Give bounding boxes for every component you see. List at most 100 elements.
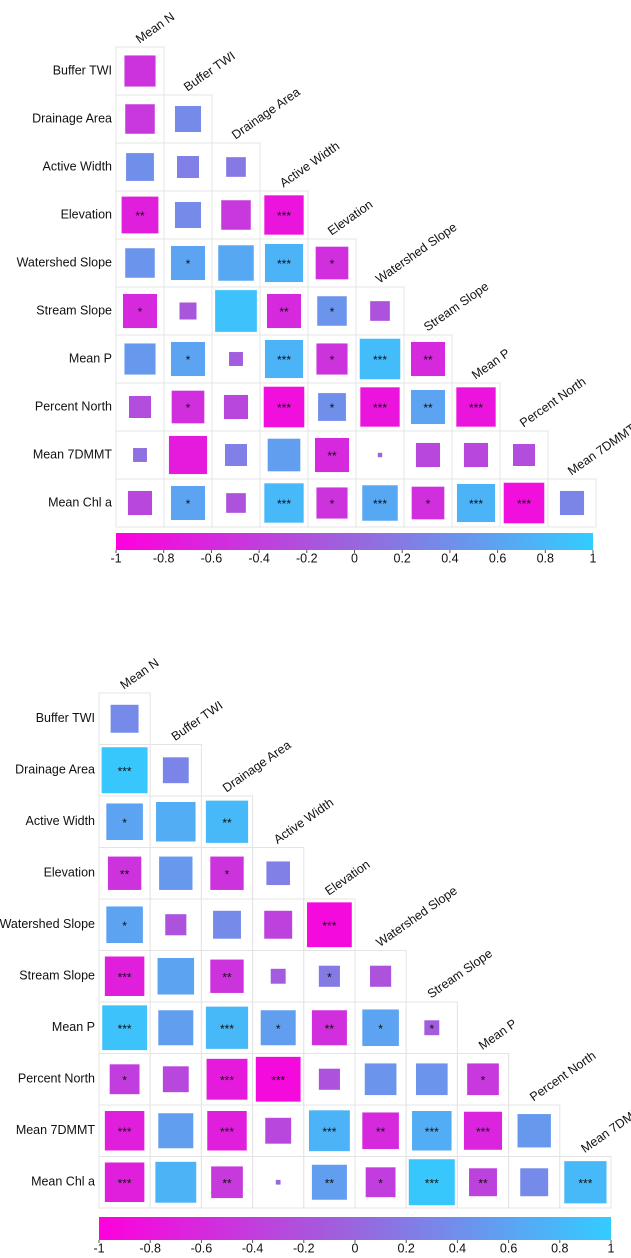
colorbar-tick-label: 0.8 bbox=[551, 1241, 568, 1255]
corr-square bbox=[314, 437, 350, 473]
colorbar-tick-label: -0.4 bbox=[248, 551, 270, 565]
corr-square bbox=[122, 293, 158, 329]
corr-square bbox=[129, 396, 151, 418]
column-label: Mean 7DMMT bbox=[565, 421, 631, 478]
corr-square bbox=[265, 1117, 292, 1144]
significance-stars: *** bbox=[322, 1125, 336, 1139]
corr-square bbox=[503, 482, 545, 524]
column-label: Elevation bbox=[322, 857, 372, 898]
corr-square bbox=[104, 1162, 145, 1202]
row-label: Stream Slope bbox=[19, 969, 95, 983]
colorbar-tick-label: 1 bbox=[590, 551, 597, 565]
corr-square bbox=[260, 1010, 296, 1046]
colorbar-tick-label: 1 bbox=[608, 1241, 615, 1255]
column-label: Buffer TWI bbox=[169, 698, 226, 743]
corr-square bbox=[264, 339, 304, 379]
significance-stars: ** bbox=[327, 449, 337, 463]
significance-stars: *** bbox=[425, 1176, 439, 1190]
corr-square bbox=[110, 704, 139, 733]
corr-square bbox=[226, 157, 246, 177]
column-label: Percent North bbox=[527, 1048, 598, 1104]
significance-stars: * bbox=[426, 497, 431, 511]
corr-square bbox=[520, 1168, 549, 1197]
cell-frame bbox=[200, 1156, 254, 1209]
significance-stars: ** bbox=[325, 1022, 335, 1036]
significance-stars: *** bbox=[220, 1022, 234, 1036]
corr-square bbox=[315, 246, 349, 280]
corr-square bbox=[264, 195, 304, 235]
corr-square bbox=[170, 485, 206, 521]
corr-square bbox=[170, 245, 206, 281]
significance-stars: ** bbox=[478, 1176, 488, 1190]
column-label: Mean P bbox=[469, 346, 512, 382]
significance-stars: * bbox=[138, 305, 143, 319]
row-label: Percent North bbox=[35, 399, 112, 413]
corr-square bbox=[377, 452, 383, 458]
colorbar-tick-label: 0.4 bbox=[449, 1241, 466, 1255]
corr-square bbox=[171, 390, 205, 424]
column-label: Watershed Slope bbox=[374, 883, 460, 949]
column-label: Percent North bbox=[517, 374, 588, 430]
corr-square bbox=[362, 485, 398, 521]
corr-square bbox=[221, 200, 251, 230]
column-label: Active Width bbox=[277, 139, 342, 190]
corr-square bbox=[365, 1167, 396, 1198]
column-label: Drainage Area bbox=[229, 85, 303, 142]
significance-stars: ** bbox=[222, 816, 232, 830]
row-label: Drainage Area bbox=[32, 111, 112, 125]
significance-stars: ** bbox=[120, 867, 130, 881]
corr-square bbox=[316, 343, 348, 375]
corr-square bbox=[317, 296, 347, 326]
corr-square bbox=[211, 1166, 243, 1199]
column-label: Drainage Area bbox=[220, 738, 294, 795]
significance-stars: *** bbox=[271, 1073, 285, 1087]
corr-square bbox=[275, 1179, 281, 1185]
corr-square bbox=[364, 1063, 397, 1096]
colorbar-tick-label: 0 bbox=[352, 1241, 359, 1255]
corr-square bbox=[311, 1010, 347, 1046]
corr-square bbox=[158, 1113, 194, 1149]
row-label: Watershed Slope bbox=[17, 255, 112, 269]
significance-stars: * bbox=[330, 257, 335, 271]
corr-square bbox=[101, 747, 148, 794]
column-label: Buffer TWI bbox=[181, 49, 238, 94]
significance-stars: * bbox=[330, 401, 335, 415]
colorbar-tick-label: 0 bbox=[351, 551, 358, 565]
significance-stars: ** bbox=[423, 353, 433, 367]
colorbar bbox=[99, 1217, 611, 1240]
colorbar-tick-label: 0.2 bbox=[398, 1241, 415, 1255]
corr-square bbox=[266, 293, 302, 329]
corr-square bbox=[210, 959, 244, 993]
corr-square bbox=[125, 104, 155, 134]
column-label: Mean P bbox=[476, 1016, 519, 1052]
corr-square bbox=[517, 1114, 551, 1148]
corr-square bbox=[223, 394, 249, 420]
corr-square bbox=[412, 1111, 452, 1151]
corr-square bbox=[174, 105, 202, 133]
significance-stars: * bbox=[378, 1176, 383, 1190]
significance-stars: * bbox=[186, 353, 191, 367]
significance-stars: *** bbox=[277, 209, 291, 223]
row-label: Percent North bbox=[18, 1072, 95, 1086]
colorbar-tick-label: -0.6 bbox=[201, 551, 223, 565]
corr-square bbox=[513, 444, 535, 466]
corr-square bbox=[263, 386, 305, 428]
corr-square bbox=[410, 341, 446, 377]
significance-stars: * bbox=[186, 257, 191, 271]
row-label: Mean P bbox=[52, 1020, 95, 1034]
corr-square bbox=[156, 802, 196, 842]
corr-square bbox=[360, 387, 400, 427]
significance-stars: *** bbox=[578, 1176, 592, 1190]
corr-square bbox=[133, 448, 147, 462]
corr-square bbox=[267, 438, 301, 472]
corr-square bbox=[456, 387, 496, 427]
significance-stars: * bbox=[429, 1022, 434, 1036]
corr-square bbox=[157, 957, 195, 995]
corr-square bbox=[109, 1064, 140, 1095]
corr-square bbox=[159, 856, 193, 890]
significance-stars: ** bbox=[222, 1176, 232, 1190]
row-label: Buffer TWI bbox=[36, 711, 95, 725]
significance-stars: *** bbox=[469, 497, 483, 511]
column-label: Mean 7DMMT bbox=[578, 1099, 631, 1156]
colorbar-tick-label: -0.2 bbox=[296, 551, 318, 565]
